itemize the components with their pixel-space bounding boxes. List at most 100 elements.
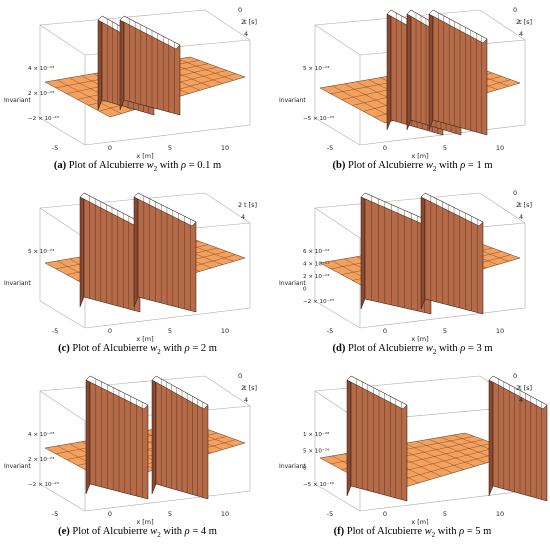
z-tick-label: 0 <box>303 287 307 293</box>
spike-wall-2 <box>119 15 181 116</box>
z-axis-label: Invariant <box>279 97 306 104</box>
x-tick-label: 5 <box>168 510 172 518</box>
spike-wall-1 <box>85 375 149 500</box>
z-axis-label: Invariant <box>279 463 306 470</box>
plot-b: -5 0 5 10 x [m] 0 2 4 t [s] 5 × 10⁻²³ −5 × 10⁻²³ In… <box>279 6 532 160</box>
plot-c: -5 0 5 10 x [m] 2 4 t [s] 5 × 10⁻²³ Invariant <box>4 192 257 343</box>
t-tick-label: 0 <box>513 372 517 380</box>
t-axis-label: t [s] <box>244 18 257 26</box>
z-tick-label: 4 × 10⁻²³ <box>28 431 54 438</box>
caption-with: with <box>435 526 460 537</box>
caption-with: with <box>157 160 182 171</box>
t-tick-label: 4 <box>244 30 248 38</box>
t-tick-label: 2 <box>241 18 245 26</box>
spike-wall-2 <box>133 192 197 313</box>
z-tick-label: −2 × 10⁻²³ <box>28 115 59 122</box>
t-tick-label: 0 <box>238 6 242 14</box>
panel-b: -5 0 5 10 x [m] 0 2 4 t [s] 5 × 10⁻²³ −5 × 10⁻²³ In… <box>275 0 550 183</box>
caption-with: with <box>436 160 461 171</box>
caption-text: Plot of Alcubierre <box>66 160 147 171</box>
z-tick-label: 5 × 10⁻²³ <box>28 248 54 255</box>
caption-w-subscript: 2 <box>431 531 436 540</box>
caption-label: (f) <box>333 526 345 537</box>
z-tick-label: 0 <box>303 465 307 471</box>
caption-rho-value: = 3 m <box>465 343 493 354</box>
z-tick-label: −5 × 10⁻²³ <box>303 115 334 122</box>
z-tick-label: 2 × 10⁻²³ <box>28 456 54 463</box>
z-tick-label: −5 × 10⁻²⁹ <box>303 481 335 488</box>
t-tick-label: 4 <box>519 213 523 221</box>
spike-wall-2 <box>488 375 548 502</box>
t-axis-label: t [s] <box>519 384 532 392</box>
caption-c: (c) Plot of Alcubierre w2 with ρ = 2 m <box>0 343 275 356</box>
z-tick-label: −2 × 10⁻²³ <box>28 481 59 488</box>
spike-wall-2 <box>420 192 484 315</box>
caption-w-symbol: w <box>424 526 432 537</box>
caption-label: (e) <box>58 526 70 537</box>
z-tick-label: 4 × 10⁻²³ <box>28 65 54 72</box>
t-tick-label: 2 <box>516 18 520 26</box>
t-tick-label: 0 <box>513 189 517 197</box>
caption-f: (f) Plot of Alcubierre w2 with ρ = 5 m <box>275 526 550 539</box>
t-axis-label: t [s] <box>244 384 257 392</box>
t-tick-label: 0 <box>513 6 517 14</box>
t-tick-label: 4 <box>241 213 245 221</box>
t-axis-label: t [s] <box>244 201 257 209</box>
caption-w-symbol: w <box>150 526 158 537</box>
caption-rho-value: = 0.1 m <box>186 160 222 171</box>
caption-text: Plot of Alcubierre <box>344 526 425 537</box>
caption-rho-symbol: ρ <box>181 160 187 171</box>
caption-label: (a) <box>53 160 67 171</box>
caption-w-symbol: w <box>425 160 433 171</box>
caption-with: with <box>436 343 461 354</box>
panel-d: -5 0 5 10 x [m] 0 2 4 t [s] 6 × 10⁻²³ 4 × 10⁻²³ 2 ×… <box>275 183 550 366</box>
caption-w-subscript: 2 <box>432 165 437 174</box>
t-axis-label: t [s] <box>519 18 532 26</box>
x-tick-label: 10 <box>221 510 229 518</box>
z-axis-label: Invariant <box>4 280 31 287</box>
t-axis-label: t [s] <box>519 201 532 209</box>
t-tick-label: 2 <box>516 201 520 209</box>
z-tick-label: −2 × 10⁻²³ <box>303 298 334 305</box>
x-tick-label: 0 <box>108 327 112 335</box>
panel-c: -5 0 5 10 x [m] 2 4 t [s] 5 × 10⁻²³ Invariant (c) … <box>0 183 275 366</box>
x-tick-label: 5 <box>443 327 447 335</box>
spike-wall-2 <box>151 375 209 500</box>
caption-rho-value: = 1 m <box>465 160 493 171</box>
z-axis-label: Invariant <box>4 463 31 470</box>
x-axis-label: x [m] <box>411 152 428 160</box>
caption-rho-value: = 5 m <box>464 526 492 537</box>
caption-with: with <box>160 343 185 354</box>
caption-e: (e) Plot of Alcubierre w2 with ρ = 4 m <box>0 526 275 539</box>
x-tick-label: 5 <box>168 144 172 152</box>
z-tick-label: 2 × 10⁻²³ <box>28 90 54 97</box>
t-tick-label: 2 <box>241 384 245 392</box>
x-tick-label: 0 <box>383 510 387 518</box>
t-tick-label: 2 <box>238 201 242 209</box>
x-axis-label: x [m] <box>411 335 428 343</box>
t-tick-label: 4 <box>244 396 248 404</box>
x-tick-label: 5 <box>168 327 172 335</box>
caption-w-symbol: w <box>150 343 158 354</box>
t-tick-label: 0 <box>238 372 242 380</box>
spike-wall-1 <box>79 192 141 313</box>
x-tick-label: 10 <box>221 327 229 335</box>
x-tick-label: -5 <box>327 144 333 152</box>
caption-text: Plot of Alcubierre <box>345 343 426 354</box>
plot-d: -5 0 5 10 x [m] 0 2 4 t [s] 6 × 10⁻²³ 4 × 10⁻²³ 2 ×… <box>279 189 532 343</box>
z-tick-label: 1 × 10⁻²⁸ <box>303 431 330 438</box>
x-tick-label: 0 <box>108 144 112 152</box>
panel-a: -5 0 5 10 x [m] 0 2 4 t [s] 4 × 10⁻²³ 2 × 10⁻²³ −2 … <box>0 0 275 183</box>
caption-label: (b) <box>332 160 346 171</box>
x-tick-label: -5 <box>327 327 333 335</box>
caption-a: (a) Plot of Alcubierre w2 with ρ = 0.1 m <box>0 160 275 173</box>
caption-rho-symbol: ρ <box>460 343 466 354</box>
z-tick-label: 4 × 10⁻²³ <box>303 261 329 268</box>
caption-rho-value: = 2 m <box>189 343 217 354</box>
spike-wall-3 <box>428 9 488 136</box>
x-tick-label: 0 <box>108 510 112 518</box>
caption-rho-symbol: ρ <box>184 343 190 354</box>
z-axis-label: Invariant <box>279 280 306 287</box>
x-tick-label: -5 <box>327 510 333 518</box>
x-tick-label: 0 <box>383 144 387 152</box>
